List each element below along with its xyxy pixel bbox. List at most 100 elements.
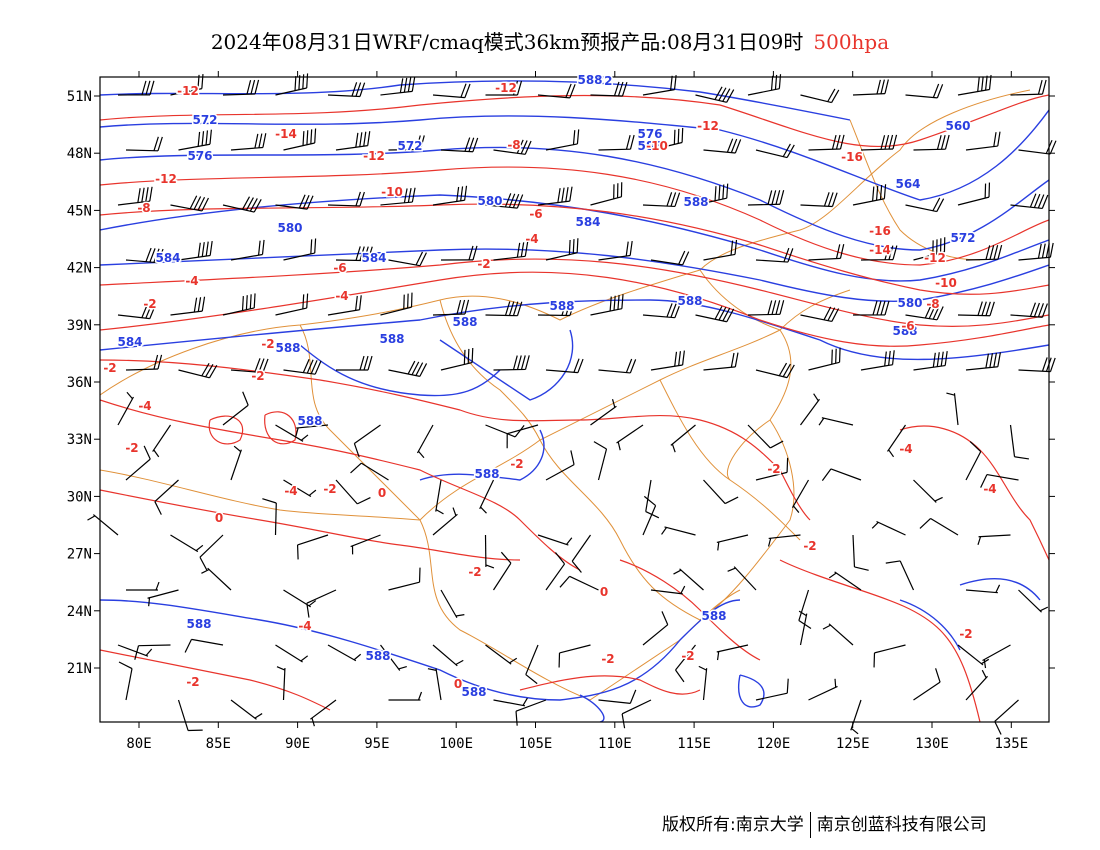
temperature-contour-label: -2	[681, 649, 694, 663]
wind-barb	[913, 134, 950, 151]
lon-tick-label: 85E	[206, 736, 231, 752]
lon-tick-label: 120E	[757, 736, 791, 752]
wind-barb	[485, 193, 524, 209]
lon-tick-label: 110E	[598, 736, 632, 752]
wind-barb	[716, 534, 749, 551]
wind-barb	[871, 520, 906, 536]
lon-tick-label: 130E	[915, 736, 949, 752]
wind-barb	[275, 293, 309, 316]
wind-barb	[905, 304, 944, 321]
wind-barb	[747, 424, 784, 449]
temperature-contour-label: -10	[935, 276, 957, 290]
wind-barb	[118, 661, 133, 701]
wind-barb	[283, 128, 317, 151]
wind-barb	[222, 293, 256, 316]
temperature-contour-label: -2	[468, 565, 481, 579]
wind-barb	[170, 296, 206, 316]
wind-barb	[230, 358, 269, 374]
temperature-contour-label: -6	[529, 207, 542, 221]
wind-barb	[650, 585, 686, 595]
temperature-contour-label: -12	[363, 149, 385, 163]
wind-barb	[755, 247, 794, 263]
height-contour-label: 576	[187, 149, 212, 163]
wind-barb	[913, 479, 943, 503]
wind-barb	[184, 638, 224, 653]
temperature-contour-label: 0	[600, 585, 608, 599]
wind-barb	[380, 76, 416, 96]
wind-barb	[860, 245, 898, 261]
lon-tick-label: 105E	[519, 736, 553, 752]
wind-barb	[695, 306, 735, 323]
wind-barb	[388, 567, 421, 591]
wind-barb	[125, 581, 160, 591]
wind-barb	[670, 424, 696, 453]
lat-tick-label: 27N	[67, 547, 92, 563]
wind-barb	[650, 350, 685, 371]
wind-barb	[485, 301, 523, 317]
wind-barb	[965, 352, 1001, 371]
lon-tick-label: 80E	[126, 736, 151, 752]
wind-barb	[170, 74, 204, 96]
temperature-contour-label: -2	[959, 627, 972, 641]
map-title: 2024年08月31日WRF/cmaq模式36km预报产品:08月31日09时 5…	[0, 26, 1100, 55]
wind-barb	[485, 80, 523, 96]
wind-barb	[767, 534, 801, 547]
temperature-contour-label: -14	[275, 127, 297, 141]
wind-barb	[965, 584, 1001, 594]
wind-barb	[275, 194, 314, 210]
temperature-contour-label: -12	[697, 119, 719, 133]
height-contour-label: 588	[474, 467, 499, 481]
wind-barb	[262, 498, 277, 536]
temperature-contour-label: -10	[646, 139, 668, 153]
lon-tick-label: 125E	[836, 736, 870, 752]
lat-tick-label: 51N	[67, 89, 92, 105]
copyright-owner: 版权所有:南京大学	[662, 815, 804, 835]
wind-barb	[800, 306, 840, 323]
wind-barb	[335, 355, 373, 371]
wind-barb	[275, 424, 309, 442]
wind-barb	[755, 362, 795, 379]
wind-barb	[905, 83, 944, 99]
temperature-contour-label: -16	[841, 150, 863, 164]
wind-barb	[808, 134, 845, 151]
wind-barb	[177, 699, 203, 732]
wind-barb	[852, 300, 890, 316]
wind-barb	[327, 82, 366, 98]
wind-barb	[559, 575, 599, 591]
height-contour-label: 584	[575, 215, 600, 229]
temperature-contour-label: -4	[284, 484, 297, 498]
temperature-contour-label: -2	[510, 457, 523, 471]
wind-barb	[440, 137, 479, 153]
wind-barb	[493, 139, 532, 155]
wind-barb	[1010, 193, 1049, 210]
wind-barb	[388, 360, 428, 377]
wind-barb	[350, 534, 381, 555]
wind-barb	[275, 644, 309, 663]
wind-barb	[913, 237, 946, 261]
wind-barb	[327, 191, 365, 207]
lat-tick-label: 30N	[67, 489, 92, 505]
temperature-contour-label: -2	[767, 462, 780, 476]
wind-barb	[703, 239, 738, 261]
temperature-contour-label: -2	[186, 675, 199, 689]
wind-barb	[716, 644, 749, 661]
height-contour-label: 588	[379, 332, 404, 346]
wind-barb	[335, 246, 373, 262]
wind-barb	[808, 347, 841, 371]
height-contour-label: 572	[587, 74, 612, 88]
temperature-contour-label: -16	[869, 224, 891, 238]
wind-barb	[642, 75, 677, 96]
lat-tick-label: 36N	[67, 375, 92, 391]
wind-barb	[698, 665, 708, 701]
wind-barb	[994, 699, 1019, 735]
wind-barb	[673, 568, 704, 591]
wind-barb	[1018, 357, 1056, 373]
lat-tick-label: 39N	[67, 318, 92, 334]
wind-barb	[154, 479, 179, 515]
height-contour-label: 572	[950, 231, 975, 245]
wind-barb	[661, 526, 696, 536]
latitude-axis: 51N 48N 45N 42N 39N 36N 33N 30N 27N 24N 21N	[67, 89, 1055, 677]
longitude-axis: 80E 85E 90E 95E 100E 105E 110E 115E 120E 125E 130E…	[126, 71, 1028, 752]
wind-barb	[919, 517, 959, 536]
wind-barb	[642, 611, 669, 646]
